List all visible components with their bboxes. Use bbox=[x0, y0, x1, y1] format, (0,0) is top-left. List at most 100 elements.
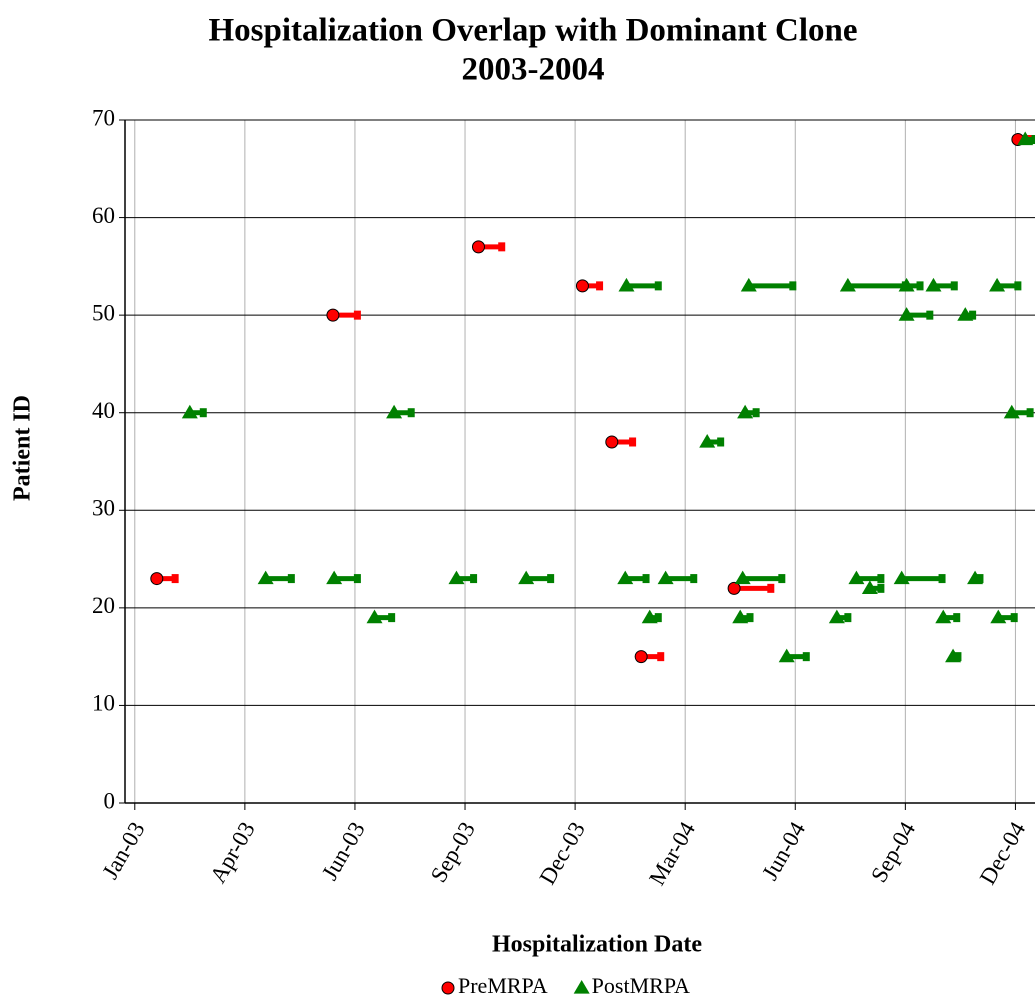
stay-end bbox=[690, 574, 698, 584]
stay-end bbox=[767, 583, 775, 593]
triangle-marker bbox=[386, 404, 403, 419]
stay-end bbox=[976, 574, 984, 584]
triangle-marker bbox=[699, 433, 716, 448]
triangle-marker bbox=[448, 570, 465, 585]
stay-end bbox=[287, 574, 295, 584]
stay-end bbox=[802, 652, 810, 662]
stay-end bbox=[654, 613, 662, 623]
stay-end bbox=[1010, 613, 1018, 623]
y-tick-label: 0 bbox=[104, 788, 116, 813]
stay-end bbox=[498, 242, 506, 252]
triangle-marker bbox=[617, 570, 634, 585]
y-tick-label: 40 bbox=[92, 398, 115, 423]
stay-end bbox=[938, 574, 946, 584]
stay-end bbox=[953, 613, 961, 623]
triangle-marker bbox=[657, 570, 674, 585]
triangle-marker bbox=[893, 570, 910, 585]
x-tick-label: Jan-03 bbox=[97, 818, 149, 884]
triangle-marker bbox=[1017, 131, 1034, 146]
triangle-marker bbox=[957, 307, 974, 321]
triangle-marker bbox=[861, 580, 878, 594]
circle-marker bbox=[441, 981, 455, 995]
triangle-marker bbox=[641, 609, 658, 624]
triangle-marker bbox=[740, 277, 757, 292]
y-tick-label: 30 bbox=[92, 496, 115, 521]
circle-marker bbox=[727, 581, 741, 595]
stay-end bbox=[877, 583, 885, 593]
x-tick-label: Mar-04 bbox=[644, 817, 700, 889]
stay-end bbox=[844, 613, 852, 623]
stay-end bbox=[916, 281, 924, 291]
legend-label: PostMRPA bbox=[592, 973, 690, 998]
stay-end bbox=[353, 310, 361, 320]
triangle-marker bbox=[898, 277, 915, 292]
triangle-marker bbox=[848, 570, 865, 585]
circle-marker bbox=[471, 240, 485, 254]
chart-subtitle: 2003-2004 bbox=[462, 52, 605, 88]
circle-marker bbox=[326, 308, 340, 322]
stay-end bbox=[657, 652, 665, 662]
chart-title: Hospitalization Overlap with Dominant Cl… bbox=[208, 13, 857, 49]
circle-marker bbox=[150, 572, 164, 586]
stay-end bbox=[969, 310, 977, 320]
stay-end bbox=[654, 281, 662, 291]
stay-end bbox=[1031, 135, 1035, 145]
circle-marker bbox=[575, 279, 589, 293]
y-tick-label: 70 bbox=[92, 105, 115, 130]
stay-end bbox=[629, 437, 637, 447]
triangle-marker bbox=[967, 570, 984, 585]
triangle-marker bbox=[573, 980, 590, 994]
stay-end bbox=[547, 574, 555, 584]
x-tick-label: Sep-03 bbox=[426, 818, 480, 887]
triangle-marker bbox=[945, 648, 962, 663]
stay-end bbox=[1014, 281, 1022, 291]
triangle-marker bbox=[935, 609, 952, 624]
x-tick-label: Apr-03 bbox=[205, 818, 260, 888]
triangle-marker bbox=[989, 277, 1006, 292]
x-tick-label: Jun-03 bbox=[317, 818, 370, 885]
stay-end bbox=[353, 574, 361, 584]
stay-end bbox=[388, 613, 396, 623]
stay-end bbox=[642, 574, 650, 584]
triangle-marker bbox=[839, 277, 856, 292]
stay-end bbox=[717, 437, 725, 447]
triangle-marker bbox=[734, 570, 751, 585]
stay-end bbox=[926, 310, 934, 320]
y-tick-label: 20 bbox=[92, 593, 115, 618]
triangle-marker bbox=[1003, 404, 1020, 419]
stay-end bbox=[746, 613, 754, 623]
triangle-marker bbox=[778, 648, 795, 663]
stay-end bbox=[954, 652, 962, 662]
y-tick-label: 10 bbox=[92, 691, 115, 716]
stay-end bbox=[950, 281, 958, 291]
triangle-marker bbox=[990, 609, 1007, 624]
x-tick-label: Sep-04 bbox=[866, 817, 920, 886]
plot-area bbox=[119, 119, 1035, 810]
triangle-marker bbox=[181, 404, 198, 419]
y-tick-label: 60 bbox=[92, 203, 115, 228]
triangle-marker bbox=[737, 404, 754, 419]
stay-end bbox=[199, 408, 207, 418]
legend-label: PreMRPA bbox=[458, 973, 548, 998]
triangle-marker bbox=[518, 570, 535, 585]
x-tick-label: Dec-03 bbox=[535, 818, 590, 889]
x-axis-label: Hospitalization Date bbox=[492, 932, 702, 958]
triangle-marker bbox=[326, 570, 343, 585]
circle-marker bbox=[605, 435, 619, 449]
triangle-marker bbox=[732, 609, 749, 624]
stay-end bbox=[789, 281, 797, 291]
triangle-marker bbox=[618, 277, 635, 292]
triangle-marker bbox=[257, 570, 274, 585]
stay-end bbox=[752, 408, 760, 418]
stay-end bbox=[407, 408, 415, 418]
y-tick-label: 50 bbox=[92, 300, 115, 325]
triangle-marker bbox=[925, 277, 942, 292]
stay-end bbox=[171, 574, 179, 584]
stay-end bbox=[470, 574, 478, 584]
triangle-marker bbox=[898, 307, 915, 321]
stay-end bbox=[877, 574, 885, 584]
stay-end bbox=[596, 281, 604, 291]
circle-marker bbox=[634, 650, 648, 664]
x-tick-label: Jun-04 bbox=[757, 817, 810, 884]
